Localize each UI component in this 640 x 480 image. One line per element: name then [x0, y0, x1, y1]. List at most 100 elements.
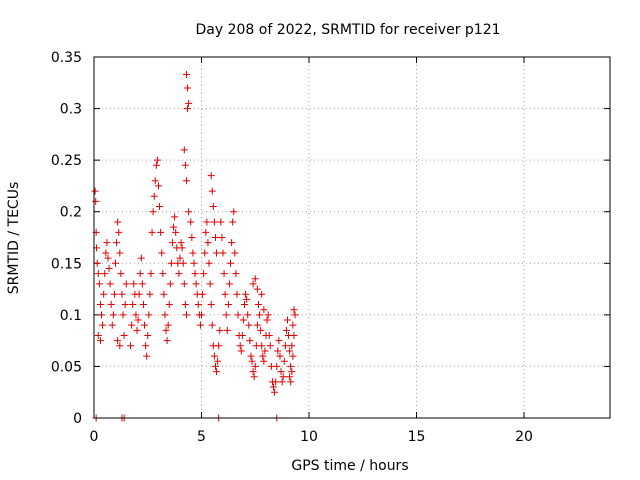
data-point: [180, 280, 188, 288]
data-point: [290, 331, 298, 339]
data-point: [247, 352, 255, 360]
data-point: [221, 290, 229, 298]
y-tick-label: 0.25: [51, 153, 82, 169]
data-point: [187, 218, 195, 226]
x-tick-label: 5: [197, 429, 206, 445]
data-point: [210, 352, 218, 360]
data-point: [116, 249, 124, 257]
data-point: [151, 177, 159, 185]
data-point: [176, 254, 184, 262]
data-point: [163, 337, 171, 345]
data-point: [96, 337, 104, 345]
data-point: [190, 259, 198, 267]
data-point: [265, 331, 273, 339]
data-point: [100, 290, 108, 298]
data-point: [217, 218, 225, 226]
data-point: [276, 352, 284, 360]
data-point: [101, 270, 109, 278]
data-point: [271, 388, 279, 396]
data-point: [105, 264, 113, 272]
data-point: [165, 301, 173, 309]
data-point: [119, 311, 127, 319]
data-point: [122, 280, 130, 288]
data-point: [250, 373, 258, 381]
data-point: [238, 331, 246, 339]
data-point: [114, 218, 122, 226]
data-point: [286, 373, 294, 381]
x-tick-label: 0: [90, 429, 99, 445]
data-point: [153, 156, 161, 164]
data-point: [201, 249, 209, 257]
data-point: [184, 84, 192, 92]
data-point: [146, 290, 154, 298]
data-point: [259, 352, 267, 360]
data-point: [223, 326, 231, 334]
data-point: [192, 280, 200, 288]
data-point: [147, 270, 155, 278]
axis-ticks: 0 5 10 15 20 0 0.05 0.1 0.15 0.2 0.25 0.3 0.35: [51, 50, 610, 445]
data-points: [91, 71, 299, 422]
data-point: [179, 259, 187, 267]
data-point: [215, 342, 223, 350]
data-point: [130, 280, 138, 288]
data-point: [157, 228, 165, 236]
data-point: [198, 311, 205, 319]
data-point: [246, 337, 254, 345]
data-point: [257, 326, 265, 334]
x-tick-label: 10: [300, 429, 318, 445]
data-point: [263, 316, 271, 324]
data-point: [91, 187, 99, 195]
data-point: [164, 321, 172, 329]
data-point: [203, 218, 211, 226]
data-point: [134, 316, 142, 324]
data-point: [225, 280, 233, 288]
data-point: [234, 311, 242, 319]
data-point: [232, 270, 240, 278]
y-tick-label: 0.05: [51, 359, 82, 375]
x-axis-label: GPS time / hours: [291, 458, 408, 474]
data-point: [202, 228, 210, 236]
data-point: [219, 249, 227, 257]
data-point: [213, 249, 221, 257]
data-point: [184, 105, 192, 113]
data-point: [133, 326, 141, 334]
data-point: [191, 270, 199, 278]
plot-frame: [93, 56, 611, 419]
data-point: [94, 270, 102, 278]
data-point: [244, 311, 252, 319]
data-point: [211, 362, 219, 370]
data-point: [291, 311, 299, 319]
data-point: [159, 270, 167, 278]
data-point: [280, 357, 288, 365]
data-point: [256, 311, 264, 319]
data-point: [185, 208, 193, 216]
chart-title: Day 208 of 2022, SRMTID for receiver p12…: [195, 22, 500, 38]
data-point: [150, 192, 158, 200]
data-point: [231, 249, 239, 257]
data-point: [264, 311, 272, 319]
y-tick-label: 0.3: [60, 102, 82, 118]
data-point: [162, 326, 170, 334]
data-point: [277, 368, 285, 376]
data-point: [110, 290, 118, 298]
data-point: [181, 161, 189, 169]
data-point: [284, 316, 291, 324]
data-point: [177, 239, 185, 247]
data-point: [199, 290, 207, 298]
y-tick-label: 0.15: [51, 256, 82, 272]
data-point: [258, 342, 266, 350]
data-point: [161, 311, 169, 319]
data-point: [274, 347, 282, 355]
data-point: [229, 218, 237, 226]
data-point: [275, 337, 283, 345]
data-point: [222, 311, 230, 319]
data-point: [213, 368, 221, 376]
data-point: [258, 290, 266, 298]
data-point: [270, 383, 278, 391]
data-point: [142, 342, 150, 350]
data-point: [272, 378, 280, 386]
data-point: [254, 301, 262, 309]
data-point: [180, 146, 188, 154]
data-point: [138, 280, 146, 288]
data-point: [144, 331, 152, 339]
